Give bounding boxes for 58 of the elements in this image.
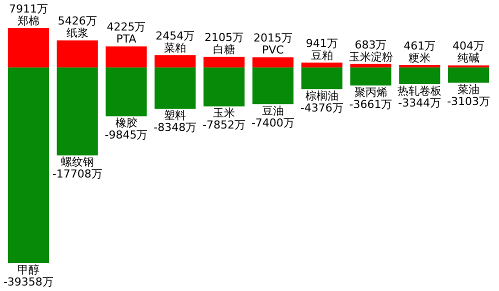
bar: [204, 67, 245, 106]
data-label: 7911万: [8, 2, 48, 16]
bar: [399, 67, 440, 84]
data-label: 2454万: [156, 29, 195, 42]
annotation: PTA: [116, 32, 137, 46]
annotation: 螺纹钢: [60, 156, 94, 169]
bar: [252, 57, 294, 68]
data-label: -9845万: [104, 128, 148, 142]
annotation: 粳米: [408, 51, 431, 64]
annotation: 纯碱: [458, 52, 480, 65]
data-label: -17708万: [52, 168, 102, 181]
data-label: -3344万: [398, 96, 442, 110]
annotation: 豆粕: [310, 49, 333, 62]
bar: [154, 67, 196, 109]
data-label: 941万: [306, 37, 338, 50]
annotation: PVC: [262, 44, 284, 57]
annotation: 菜油: [458, 83, 480, 96]
annotation: 菜粕: [164, 41, 186, 54]
data-label: 404万: [452, 40, 485, 53]
bar: [350, 64, 392, 68]
bar: [154, 55, 196, 68]
bar: [301, 62, 342, 68]
bar: [56, 67, 98, 156]
data-label: -4376万: [300, 101, 344, 114]
bar: [106, 67, 147, 116]
annotation: 聚丙烯: [354, 86, 388, 99]
bar: [8, 67, 49, 263]
data-label: -7852万: [202, 118, 246, 132]
data-label: 2105万: [204, 31, 244, 44]
bar: [8, 28, 49, 68]
bar: [106, 46, 147, 68]
annotation: 纸浆: [66, 26, 88, 40]
data-label: 683万: [354, 38, 387, 52]
data-label: 4225万: [106, 20, 146, 34]
data-label: -39358万: [3, 275, 54, 288]
text: 甲醇: [17, 263, 40, 276]
text: 郑棉: [17, 14, 40, 28]
bar: [252, 67, 294, 104]
bar: [350, 67, 392, 86]
data-label: -7400万: [251, 116, 294, 130]
annotation: 玉米: [213, 106, 236, 120]
bar: [56, 40, 98, 68]
data-label: 461万: [404, 39, 436, 52]
annotation: 玉米淀粉: [348, 50, 393, 64]
annotation: 豆油: [262, 104, 284, 118]
data-label: -3661万: [349, 98, 392, 111]
annotation: 白糖: [213, 43, 236, 56]
data-label: -3103万: [447, 95, 490, 108]
bar: [301, 67, 342, 90]
data-label: -8348万: [154, 121, 197, 134]
annotation: 热轧卷板: [398, 84, 442, 98]
bar: [448, 67, 490, 83]
bar: [204, 56, 245, 68]
annotation: 棕榈油: [305, 89, 338, 102]
annotation: 塑料: [164, 109, 186, 122]
annotation: 橡胶: [115, 116, 138, 130]
data-label: 5426万: [58, 14, 97, 28]
data-label: 2015万: [253, 32, 292, 45]
